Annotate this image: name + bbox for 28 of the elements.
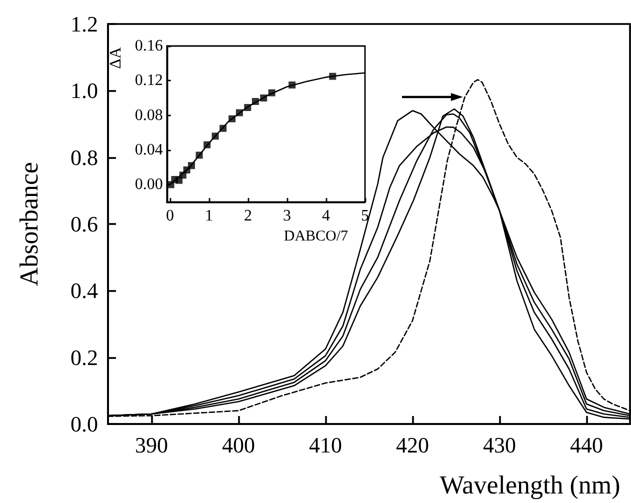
y-tick-label: 0.08 bbox=[134, 106, 163, 124]
x-tick-label: 2 bbox=[244, 208, 252, 224]
x-axis-title: Wavelength (nm) bbox=[440, 470, 620, 500]
y-tick-label: 0.0 bbox=[70, 412, 98, 436]
y-tick-label: 0.4 bbox=[70, 278, 98, 304]
x-tick-label: 430 bbox=[483, 432, 516, 458]
y-tick-label: 0.6 bbox=[70, 212, 98, 236]
y-tick-label: 0.8 bbox=[70, 144, 98, 170]
x-tick-label: 0 bbox=[166, 208, 174, 224]
x-tick-label: 440 bbox=[570, 432, 603, 458]
x-tick-label: 3 bbox=[283, 208, 292, 224]
y-tick-label: 0.12 bbox=[134, 72, 163, 90]
x-tick-label: 4 bbox=[322, 208, 330, 224]
y-tick-label: 0.16 bbox=[134, 38, 163, 54]
y-axis-title: Absorbance bbox=[14, 162, 44, 286]
x-tick-label: 410 bbox=[309, 432, 342, 458]
x-tick-label: 1 bbox=[205, 208, 214, 224]
x-tick-label: 390 bbox=[135, 432, 168, 458]
x-tick-label: 420 bbox=[396, 432, 429, 458]
y-tick-label: 0.04 bbox=[134, 142, 163, 158]
y-tick-label: 0.00 bbox=[134, 176, 163, 194]
x-tick-label: 400 bbox=[222, 432, 255, 458]
x-axis-title: DABCO/7 bbox=[284, 228, 349, 244]
y-tick-label: 0.2 bbox=[70, 344, 98, 370]
y-tick-label: 1.0 bbox=[70, 78, 98, 104]
x-tick-label: 5 bbox=[361, 208, 369, 224]
y-tick-label: 1.2 bbox=[70, 12, 98, 36]
y-axis-title: ΔA bbox=[108, 46, 124, 69]
